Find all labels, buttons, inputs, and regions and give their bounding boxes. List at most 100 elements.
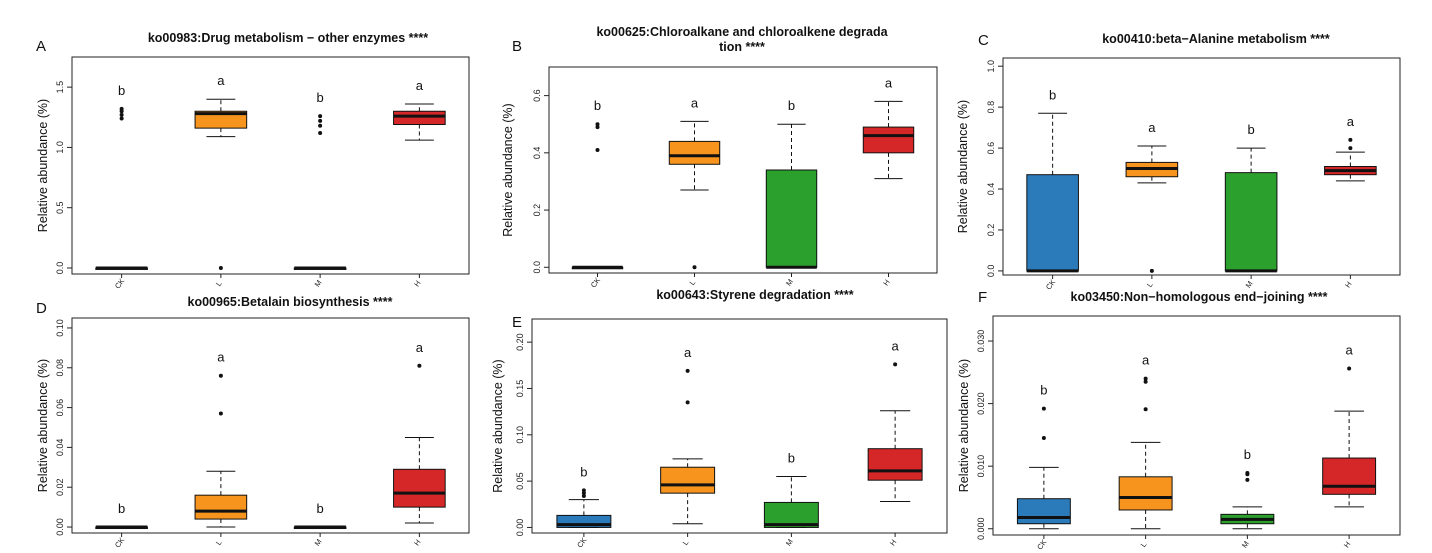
y-tick-label: 0.02 — [55, 478, 65, 496]
plot-frame — [71, 56, 470, 275]
box-ck: CK b — [1026, 87, 1079, 292]
outlier-point — [1347, 366, 1352, 371]
outlier-point — [318, 130, 323, 135]
chart-title: ko03450:Non−homologous end−joining **** — [1071, 290, 1328, 304]
box-iqr — [1224, 172, 1278, 272]
outlier-point — [1143, 376, 1148, 381]
y-tick-label: 0.10 — [55, 319, 65, 337]
outlier-point — [1143, 407, 1148, 412]
plot-frame — [992, 315, 1401, 536]
significance-letter: b — [788, 98, 795, 113]
box-iqr — [1016, 498, 1071, 525]
box-ck: CK b — [1016, 383, 1071, 552]
x-tick-label: H — [888, 538, 898, 548]
x-tick-label: L — [1145, 280, 1155, 289]
y-tick-label: 0.4 — [532, 147, 542, 160]
box-iqr — [1026, 174, 1079, 272]
box-h: Ha — [1324, 114, 1377, 290]
y-tick-label: 0.4 — [986, 183, 996, 196]
outlier-point — [1149, 268, 1154, 273]
box-ck: CK b — [571, 98, 624, 289]
outlier-point — [581, 493, 586, 498]
box-iqr — [765, 169, 818, 268]
significance-letter: a — [892, 338, 900, 353]
box-m: Mb — [293, 90, 347, 289]
y-axis-label: Relative abundance (%) — [957, 359, 971, 492]
outlier-point — [1143, 379, 1148, 384]
box-iqr — [194, 494, 248, 520]
box-ck: CK b — [95, 501, 148, 550]
x-tick-label: H — [1343, 280, 1353, 290]
outlier-point — [1348, 137, 1353, 142]
significance-letter: a — [217, 350, 225, 365]
x-tick-label: CK — [1044, 278, 1057, 292]
y-tick-label: 0.05 — [515, 472, 525, 490]
panel-letter: D — [36, 300, 47, 317]
x-tick-label: L — [1139, 540, 1149, 549]
y-tick-label: 0.020 — [976, 392, 986, 415]
plot-frame — [1002, 57, 1401, 276]
significance-letter: a — [217, 73, 225, 88]
significance-letter: a — [416, 78, 424, 93]
box-h: Ha — [393, 78, 446, 289]
y-tick-label: 0.010 — [976, 455, 986, 478]
outlier-point — [685, 400, 690, 405]
y-tick-label: 0.20 — [515, 333, 525, 351]
y-tick-label: 0.08 — [55, 359, 65, 377]
x-tick-label: M — [313, 537, 324, 547]
y-tick-label: 0.00 — [515, 519, 525, 537]
chart-title: tion **** — [719, 40, 765, 54]
box-iqr — [1118, 476, 1173, 511]
outlier-point — [595, 147, 600, 152]
x-tick-label: H — [412, 279, 422, 289]
x-tick-label: M — [784, 277, 795, 287]
x-tick-label: H — [412, 538, 422, 548]
x-tick-label: L — [214, 279, 224, 288]
significance-letter: a — [416, 340, 424, 355]
chart-title: ko00965:Betalain biosynthesis **** — [188, 295, 393, 309]
panel-letter: A — [36, 38, 46, 55]
plot-frame — [71, 317, 470, 534]
outlier-point — [595, 122, 600, 127]
box-iqr — [668, 140, 721, 165]
outlier-point — [1041, 436, 1046, 441]
box-m: Mb — [293, 501, 347, 548]
x-tick-label: CK — [1035, 538, 1048, 552]
box-l: La — [1125, 120, 1179, 289]
box-h: Ha — [393, 340, 446, 548]
box-iqr — [194, 110, 248, 129]
panel-letter: F — [978, 289, 987, 306]
y-axis-label: Relative abundance (%) — [501, 103, 515, 236]
y-tick-label: 0.0 — [986, 265, 996, 278]
outlier-point — [417, 363, 422, 368]
significance-letter: a — [1148, 120, 1156, 135]
box-ck: CK b — [556, 464, 612, 549]
outlier-point — [893, 362, 898, 367]
box-h: Ha — [867, 338, 923, 548]
box-m: Mb — [1224, 122, 1278, 290]
y-tick-label: 0.10 — [515, 426, 525, 444]
x-tick-label: M — [784, 537, 795, 547]
y-tick-label: 0.5 — [55, 201, 65, 214]
x-tick-label: L — [214, 538, 224, 547]
outlier-point — [692, 265, 697, 270]
box-iqr — [1322, 457, 1377, 495]
y-tick-label: 0.030 — [976, 330, 986, 353]
y-tick-label: 0.15 — [515, 380, 525, 398]
x-tick-label: M — [1244, 279, 1255, 289]
outlier-point — [1245, 477, 1250, 482]
significance-letter: a — [691, 95, 699, 110]
significance-letter: b — [788, 450, 795, 465]
box-iqr — [393, 468, 446, 508]
outlier-point — [119, 106, 124, 111]
x-tick-label: CK — [113, 536, 126, 550]
y-axis-label: Relative abundance (%) — [956, 100, 970, 233]
x-tick-label: M — [1240, 539, 1251, 549]
box-l: La — [1118, 353, 1173, 549]
y-tick-label: 0.06 — [55, 399, 65, 417]
y-axis-label: Relative abundance (%) — [491, 359, 505, 492]
